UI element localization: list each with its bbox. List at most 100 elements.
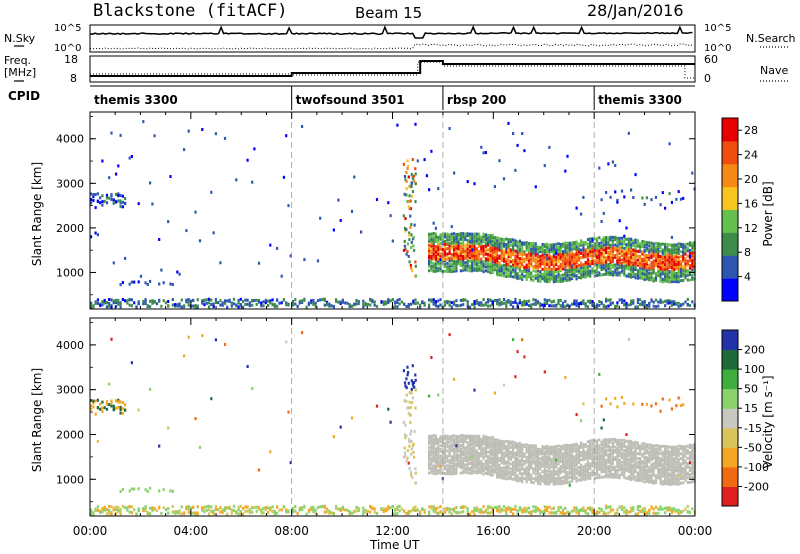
echo-cell	[409, 264, 412, 267]
echo-cell	[602, 465, 605, 469]
echo-cell	[185, 229, 188, 233]
echo-cell	[654, 259, 658, 263]
echo-cell	[453, 237, 456, 241]
echo-cell	[571, 465, 574, 468]
echo-cell	[623, 242, 626, 246]
cpid-segment-label: themis 3300	[598, 93, 682, 107]
echo-cell	[591, 257, 594, 261]
echo-cell	[639, 276, 642, 280]
echo-cell	[605, 438, 608, 442]
echo-cell	[366, 509, 369, 513]
echo-cell	[212, 231, 215, 235]
echo-cell	[301, 299, 304, 303]
echo-cell	[573, 443, 576, 447]
echo-cell	[512, 251, 515, 254]
echo-cell	[496, 259, 499, 262]
echo-cell	[639, 249, 642, 253]
echo-cell	[634, 276, 637, 280]
echo-cell	[473, 254, 476, 258]
echo-cell	[673, 248, 676, 252]
echo-cell	[448, 450, 451, 454]
echo-cell	[512, 301, 515, 304]
echo-cell	[618, 246, 621, 250]
echo-cell	[362, 305, 365, 309]
echo-cell	[457, 459, 460, 463]
echo-cell	[480, 303, 483, 307]
echo-cell	[525, 460, 528, 464]
echo-cell	[600, 443, 603, 447]
echo-cell	[564, 271, 567, 275]
echo-cell	[536, 447, 540, 451]
echo-cell	[516, 244, 519, 248]
echo-cell	[566, 455, 569, 459]
echo-cell	[552, 304, 555, 308]
echo-cell	[550, 452, 553, 456]
echo-cell	[194, 417, 197, 421]
echo-cell	[124, 202, 127, 206]
echo-cell	[623, 236, 626, 240]
echo-cell	[484, 242, 487, 246]
echo-cell	[96, 192, 99, 196]
echo-cell	[616, 259, 619, 263]
echo-cell	[609, 271, 612, 275]
echo-cell	[534, 264, 537, 268]
echo-cell	[239, 303, 242, 306]
echo-cell	[126, 506, 129, 510]
echo-cell	[187, 298, 190, 302]
echo-cell	[586, 238, 590, 242]
freq-label: Freq.	[4, 54, 31, 67]
echo-cell	[548, 505, 551, 509]
echo-cell	[280, 301, 283, 305]
echo-cell	[217, 301, 220, 305]
echo-cell	[623, 273, 626, 277]
echo-cell	[666, 270, 669, 274]
echo-cell	[455, 237, 458, 241]
echo-cell	[670, 243, 673, 247]
echo-cell	[257, 261, 261, 265]
echo-cell	[514, 263, 517, 267]
echo-cell	[677, 479, 680, 483]
echo-cell	[489, 268, 492, 272]
echo-cell	[248, 301, 251, 305]
echo-cell	[589, 471, 592, 475]
echo-cell	[523, 260, 526, 264]
echo-cell	[521, 277, 524, 281]
echo-cell	[346, 508, 349, 512]
echo-cell	[664, 455, 667, 459]
echo-cell	[514, 261, 517, 265]
echo-cell	[428, 466, 431, 470]
echo-cell	[543, 265, 546, 269]
echo-cell	[682, 255, 685, 258]
echo-cell	[121, 194, 124, 198]
echo-cell	[641, 465, 644, 469]
echo-cell	[105, 301, 109, 305]
echo-cell	[525, 458, 528, 462]
echo-cell	[543, 370, 546, 374]
echo-cell	[512, 440, 515, 444]
echo-cell	[457, 449, 460, 453]
echo-cell	[453, 472, 456, 475]
echo-cell	[643, 253, 646, 257]
echo-cell	[303, 505, 306, 509]
echo-cell	[580, 450, 583, 454]
echo-cell	[639, 461, 642, 465]
echo-cell	[632, 475, 635, 479]
echo-cell	[664, 467, 667, 471]
echo-cell	[657, 471, 660, 475]
echo-cell	[527, 511, 531, 515]
echo-cell	[555, 255, 558, 259]
echo-cell	[405, 193, 408, 197]
echo-cell	[489, 256, 492, 260]
echo-cell	[550, 462, 553, 466]
echo-cell	[527, 242, 531, 245]
echo-cell	[618, 448, 621, 452]
echo-cell	[607, 440, 610, 444]
echo-cell	[589, 476, 592, 480]
echo-cell	[623, 239, 626, 243]
echo-cell	[459, 241, 462, 245]
echo-cell	[502, 459, 506, 463]
echo-cell	[589, 264, 592, 268]
echo-cell	[566, 241, 569, 245]
echo-cell	[577, 251, 580, 255]
echo-cell	[214, 338, 217, 342]
